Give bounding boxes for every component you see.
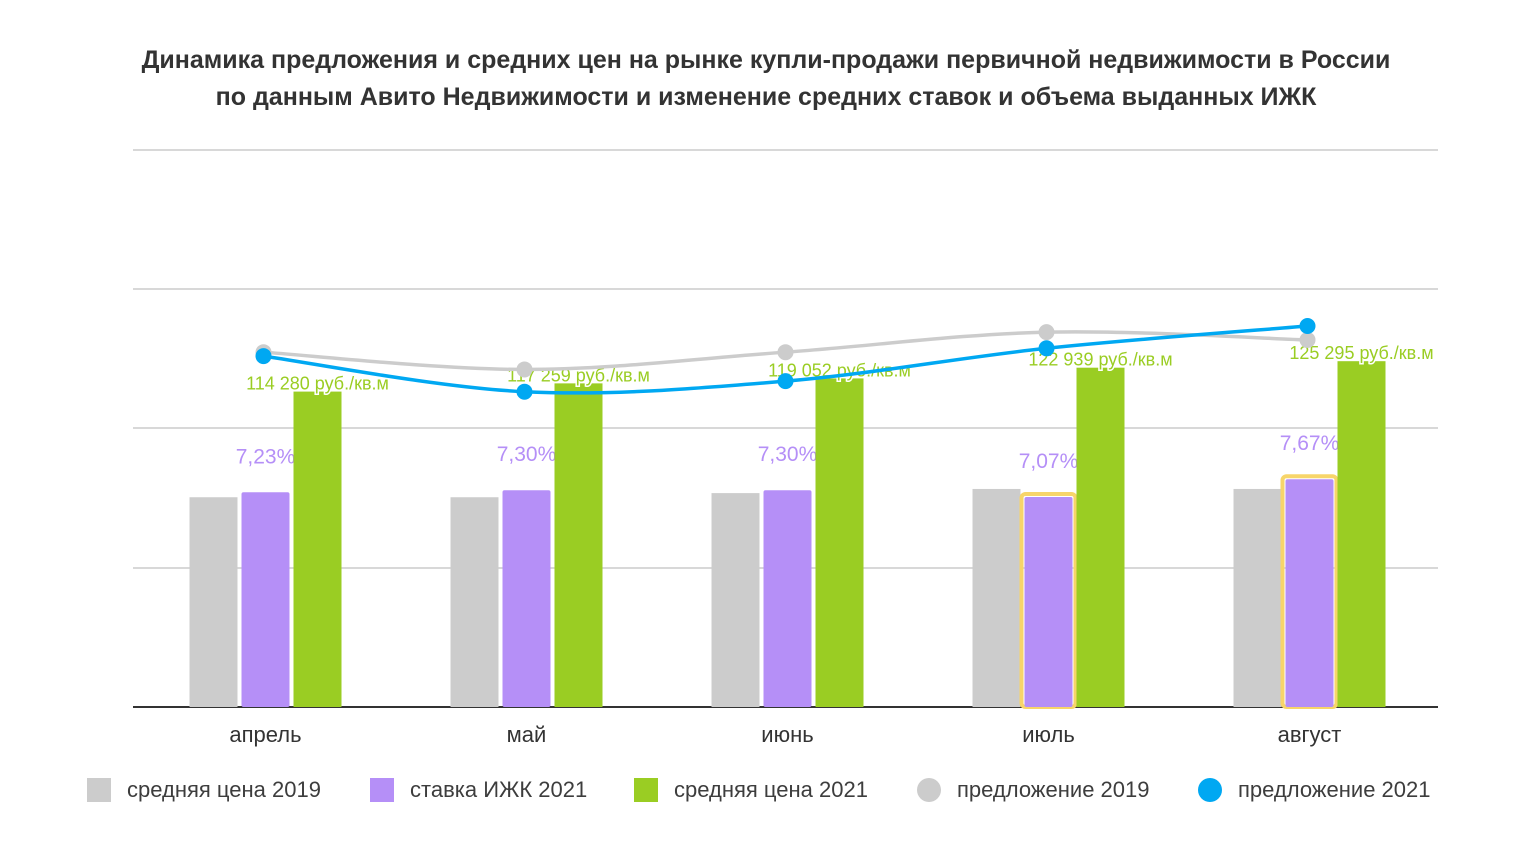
- data-label-price: 125 295 руб./кв.м: [1289, 343, 1433, 363]
- legend-item: средняя цена 2019: [87, 772, 321, 808]
- data-label-price: 119 052 руб./кв.м: [768, 360, 911, 380]
- point-offer-2019: [1299, 331, 1316, 348]
- bar-rate-2021: [763, 490, 812, 707]
- bar-price-2021: [554, 383, 603, 707]
- point-offer-2021: [1038, 340, 1055, 357]
- bar-rate-2021: [1285, 479, 1334, 707]
- chart-title-line1: Динамика предложения и средних цен на ры…: [141, 46, 1391, 74]
- point-offer-2021: [255, 348, 272, 365]
- bar-rate-2021: [241, 492, 290, 707]
- x-tick-label: июнь: [761, 722, 813, 747]
- point-offer-2021: [516, 383, 533, 400]
- bar-price-2019: [189, 497, 238, 707]
- bar-price-2021: [815, 378, 864, 707]
- data-label-price: 114 280 руб./кв.м: [246, 374, 389, 394]
- legend-item: ставка ИЖК 2021: [370, 772, 587, 808]
- chart-title-line2: по данным Авито Недвижимости и изменение…: [215, 83, 1317, 111]
- legend-swatch: [634, 778, 658, 802]
- legend-label: ставка ИЖК 2021: [410, 777, 588, 802]
- legend-swatch: [1198, 778, 1222, 802]
- data-label-rate: 7,30%: [758, 443, 818, 466]
- x-tick-label: август: [1278, 722, 1342, 747]
- bar-price-2021: [293, 391, 342, 707]
- point-offer-2021: [1299, 318, 1316, 335]
- data-label-price: 122 939 руб./кв.м: [1028, 350, 1172, 370]
- bar-price-2021: [1337, 361, 1386, 707]
- chart-title: Динамика предложения и средних цен на ры…: [0, 42, 1532, 116]
- legend-label: предложение 2021: [1238, 777, 1431, 802]
- legend-swatch: [87, 778, 111, 802]
- data-label-rate: 7,07%: [1019, 450, 1079, 473]
- point-offer-2019: [1038, 324, 1055, 341]
- bar-price-2019: [450, 497, 499, 707]
- legend-label: средняя цена 2021: [674, 777, 868, 802]
- bar-rate-2021: [1024, 497, 1073, 707]
- legend-swatch: [917, 778, 941, 802]
- legend-item: предложение 2021: [1198, 772, 1431, 808]
- point-offer-2019: [777, 344, 794, 361]
- data-label-rate: 7,23%: [236, 445, 296, 468]
- x-tick-label: июль: [1022, 722, 1075, 747]
- bar-price-2021: [1076, 367, 1125, 707]
- point-offer-2021: [777, 373, 794, 390]
- bar-price-2019: [972, 488, 1021, 707]
- chart-legend: средняя цена 2019 ставка ИЖК 2021 средняя …: [0, 772, 1532, 808]
- legend-item: предложение 2019: [917, 772, 1150, 808]
- legend-swatch: [370, 778, 394, 802]
- legend-label: предложение 2019: [957, 777, 1150, 802]
- bar-price-2019: [1233, 488, 1282, 707]
- bar-price-2019: [711, 493, 760, 707]
- data-label-rate: 7,67%: [1280, 432, 1340, 455]
- legend-label: средняя цена 2019: [127, 777, 321, 802]
- x-tick-label: май: [507, 722, 547, 747]
- legend-item: средняя цена 2021: [634, 772, 868, 808]
- x-tick-label: апрель: [229, 722, 301, 747]
- bar-rate-2021: [502, 490, 551, 707]
- point-offer-2019: [516, 361, 533, 378]
- data-label-rate: 7,30%: [497, 443, 557, 466]
